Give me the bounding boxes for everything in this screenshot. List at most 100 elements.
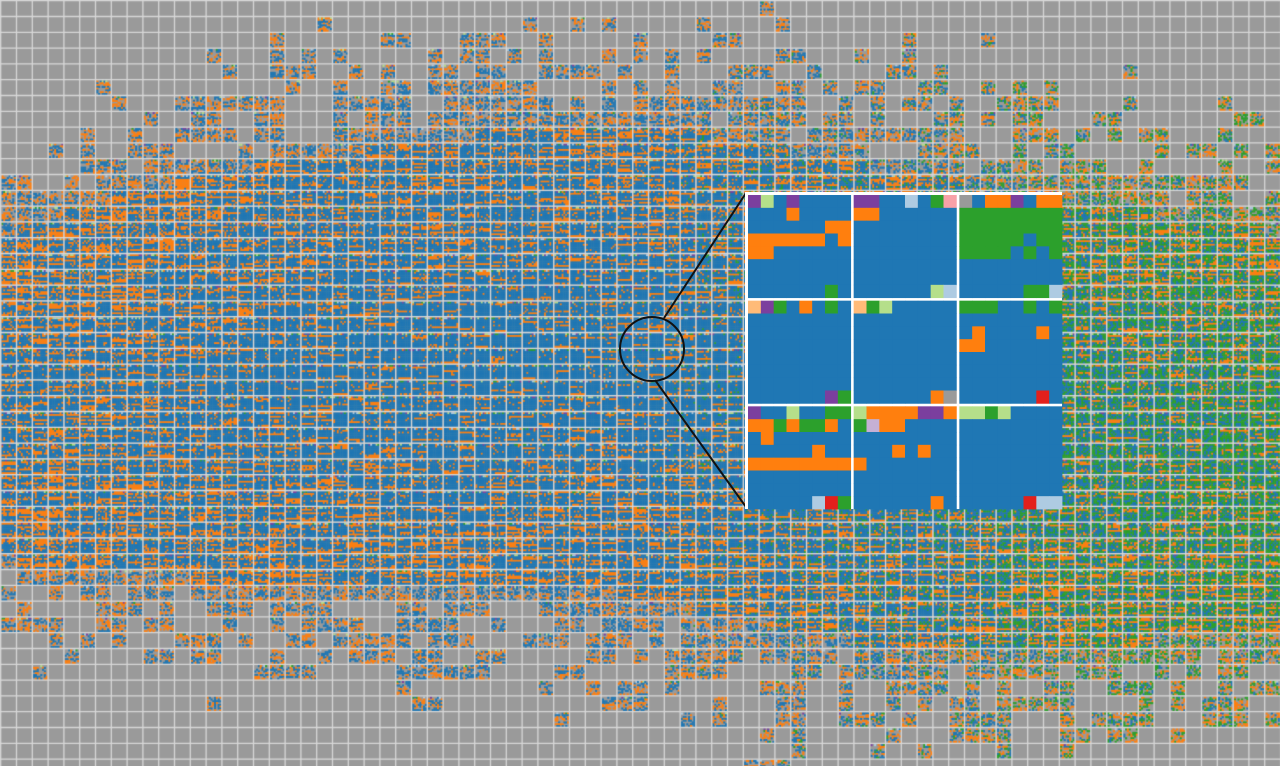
inset-pixel (1049, 444, 1063, 459)
inset-pixel (879, 406, 893, 420)
inset-pixel (997, 284, 1012, 299)
inset-pixel (1049, 246, 1063, 260)
inset-pixel (825, 444, 839, 459)
inset-pixel (748, 339, 762, 353)
inset-pixel (959, 390, 973, 404)
inset-pixel (930, 390, 944, 404)
inset-pixel (786, 377, 800, 391)
inset-pixel (760, 377, 775, 391)
inset-pixel (812, 444, 826, 459)
inset-pixel (879, 284, 893, 299)
inset-pixel (853, 233, 867, 247)
inset-pixel (1049, 377, 1063, 391)
inset-pixel (930, 259, 944, 273)
inset-pixel (837, 470, 852, 484)
inset-pixel (972, 457, 986, 471)
inset-pixel (760, 220, 775, 234)
inset-pixel (959, 272, 973, 286)
inset-pixel (997, 339, 1012, 353)
inset-pixel (760, 284, 775, 299)
inset-pixel (748, 300, 762, 314)
inset-pixel (837, 457, 852, 471)
inset-pixel (866, 457, 880, 471)
inset-pixel (799, 313, 813, 327)
inset-pixel (997, 220, 1012, 234)
inset-pixel (905, 284, 919, 299)
inset-pixel (799, 419, 813, 433)
inset-pixel (825, 432, 839, 446)
inset-pixel (786, 419, 800, 433)
inset-pixel (1010, 470, 1024, 484)
inset-pixel (997, 207, 1012, 222)
inset-pixel (985, 220, 999, 234)
inset-pixel (892, 272, 906, 286)
inset-pixel (879, 390, 893, 404)
inset-pixel (879, 259, 893, 273)
inset-pixel (866, 313, 880, 327)
inset-pixel (866, 272, 880, 286)
inset-pixel (972, 207, 986, 222)
inset-pixel (930, 419, 944, 433)
inset-pixel (799, 259, 813, 273)
inset-pixel (786, 339, 800, 353)
inset-pixel (892, 284, 906, 299)
inset-pixel (825, 390, 839, 404)
inset-pixel (1036, 390, 1050, 404)
inset-pixel (837, 284, 852, 299)
inset-pixel (985, 364, 999, 379)
inset-pixel (997, 390, 1012, 404)
inset-pixel (1023, 470, 1037, 484)
inset-pixel (760, 300, 775, 314)
inset-pixel (799, 364, 813, 379)
inset-pixel (825, 272, 839, 286)
inset-pixel (1010, 284, 1024, 299)
inset-pixel (892, 377, 906, 391)
inset-pixel (786, 432, 800, 446)
inset-pixel (1023, 364, 1037, 379)
inset-pixel (1023, 272, 1037, 286)
inset-pixel (905, 419, 919, 433)
inset-pixel (812, 259, 826, 273)
inset-pixel (812, 272, 826, 286)
inset-pixel (853, 207, 867, 222)
inset-pixel (866, 220, 880, 234)
inset-pixel (1023, 444, 1037, 459)
inset-pixel (825, 419, 839, 433)
inset-pixel (959, 470, 973, 484)
inset-pixel (930, 207, 944, 222)
inset-pixel (760, 195, 775, 209)
inset-pixel (786, 300, 800, 314)
inset-pixel (905, 207, 919, 222)
inset-pixel (1010, 377, 1024, 391)
inset-pixel (1023, 300, 1037, 314)
inset-pixel (1049, 419, 1063, 433)
inset-pixel (773, 483, 787, 497)
inset-pixel (1036, 326, 1050, 340)
inset-pixel (997, 246, 1012, 260)
inset-pixel (837, 313, 852, 327)
inset-pixel (985, 390, 999, 404)
inset-pixel (866, 390, 880, 404)
inset-pixel (748, 195, 762, 209)
inset-pixel (905, 300, 919, 314)
inset-pixel (930, 352, 944, 366)
inset-pixel (905, 233, 919, 247)
inset-pixel (905, 390, 919, 404)
inset-pixel (786, 364, 800, 379)
inset-pixel (1036, 432, 1050, 446)
inset-pixel (879, 207, 893, 222)
inset-pixel (930, 377, 944, 391)
inset-pixel (905, 406, 919, 420)
inset-pixel (879, 233, 893, 247)
inset-pixel (985, 284, 999, 299)
inset-pixel (959, 444, 973, 459)
inset-pixel (773, 207, 787, 222)
inset-pixel (1036, 246, 1050, 260)
inset-pixel (866, 377, 880, 391)
inset-pixel (905, 259, 919, 273)
connector-line-top (663, 192, 747, 319)
inset-pixel (879, 220, 893, 234)
inset-pixel (1023, 419, 1037, 433)
inset-pixel (972, 313, 986, 327)
